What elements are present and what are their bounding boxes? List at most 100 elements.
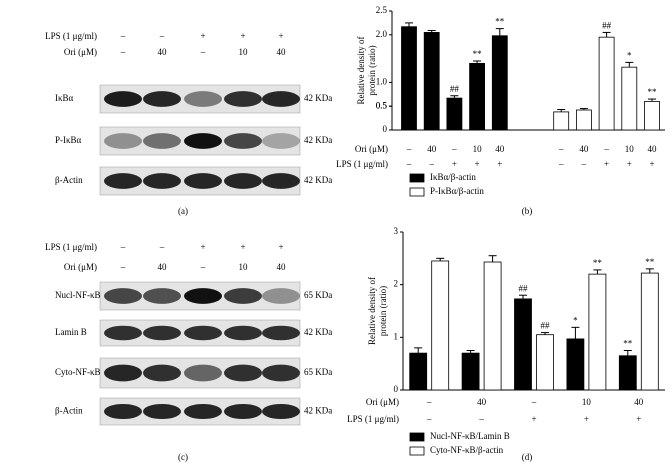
y-axis-label-line: Relative density of — [367, 277, 377, 345]
blot-size-label: 42 KDa — [304, 93, 332, 103]
legend-label: P-IκBα/β-actin — [430, 186, 484, 196]
blot-size-label: 42 KDa — [304, 327, 332, 337]
x-row-label: Ori (μM) — [355, 144, 388, 154]
bar — [640, 272, 659, 391]
blot-band — [262, 288, 300, 304]
x-row-label: Ori (μM) — [366, 397, 399, 407]
blot-band — [224, 133, 262, 149]
x-tick-label: – — [451, 144, 457, 154]
blot-band — [224, 325, 262, 341]
y-tick-label: 0.5 — [376, 100, 388, 110]
bar — [644, 101, 660, 131]
y-tick-label: 1 — [394, 331, 399, 341]
condition-label: LPS (1 μg/ml) — [45, 242, 97, 252]
blot-band — [184, 91, 222, 107]
legend-swatch — [409, 187, 425, 197]
condition-label: Ori (μM) — [64, 47, 97, 57]
bar — [423, 32, 440, 131]
x-tick-label: – — [558, 159, 564, 169]
bar — [514, 298, 532, 391]
x-tick-label: 10 — [582, 397, 592, 407]
x-tick-label: – — [428, 159, 434, 169]
bar — [621, 66, 638, 131]
blot-band — [104, 288, 142, 304]
blot-band — [104, 133, 142, 149]
blot-band — [143, 325, 181, 341]
x-tick-label: + — [649, 159, 654, 169]
bar — [566, 338, 585, 391]
lane-label: – — [159, 31, 165, 41]
y-axis-label: Relative density ofprotein (ratio) — [367, 277, 388, 345]
blot-row-label: Lamin B — [55, 327, 87, 337]
x-tick-label: 40 — [634, 397, 644, 407]
x-tick-label: – — [426, 397, 432, 407]
legend-swatch — [409, 432, 425, 442]
x-tick-label: – — [426, 414, 432, 424]
lane-label: 40 — [158, 47, 168, 57]
condition-label: Ori (μM) — [64, 262, 97, 272]
x-tick-label: 40 — [427, 144, 437, 154]
blot-band — [104, 403, 142, 420]
significance: ## — [541, 321, 551, 331]
blot-band — [184, 133, 222, 149]
lane-label: – — [159, 242, 165, 252]
x-tick-label: 10 — [473, 144, 483, 154]
x-tick-label: – — [478, 414, 484, 424]
blot-band — [184, 288, 222, 304]
x-tick-label: 40 — [477, 397, 487, 407]
x-tick-label: – — [581, 159, 587, 169]
bar — [409, 352, 428, 391]
x-tick-label: + — [452, 159, 457, 169]
lane-label: – — [120, 242, 126, 252]
blot-band — [104, 364, 142, 382]
x-tick-label: – — [603, 144, 609, 154]
blot-row-label: β-Actin — [55, 406, 83, 416]
bar — [401, 26, 417, 131]
blot-row-label: IκBα — [55, 93, 74, 103]
blot-band — [262, 325, 300, 341]
legend-label: Nucl-NF-κB/Lamin B — [430, 431, 510, 441]
lane-label: + — [200, 31, 205, 41]
lane-label: 10 — [239, 262, 249, 272]
y-axis-label-line: protein (ratio) — [367, 45, 377, 95]
blot-band — [143, 288, 181, 304]
y-tick-label: 0 — [394, 384, 399, 394]
bar — [553, 111, 570, 131]
condition-label: LPS (1 μg/ml) — [45, 31, 97, 41]
y-tick-label: 0.5 — [376, 100, 388, 110]
panel-label: (d) — [522, 452, 533, 462]
x-tick-label: – — [406, 159, 412, 169]
blot-band — [143, 173, 181, 189]
blot-band — [262, 403, 300, 420]
lane-label: – — [120, 47, 126, 57]
x-tick-label: – — [531, 397, 537, 407]
lane-label: – — [200, 262, 206, 272]
x-tick-label: 40 — [648, 144, 658, 154]
y-tick-label: 3 — [394, 226, 399, 236]
blot-band — [224, 91, 262, 107]
x-tick-label: + — [584, 414, 589, 424]
y-tick-label: 2.0 — [376, 29, 388, 39]
bar — [461, 352, 480, 391]
significance: ** — [648, 87, 658, 97]
blot-size-label: 42 KDa — [304, 175, 332, 185]
legend-label: Cyto-NF-κB/β-actin — [430, 445, 504, 455]
y-tick-label: 2 — [394, 279, 399, 289]
significance: ** — [473, 49, 483, 59]
legend-label: IκBα/β-actin — [430, 172, 476, 182]
significance: ** — [645, 257, 655, 267]
x-row-label: LPS (1 μg/ml) — [336, 159, 388, 169]
blot-band — [262, 173, 300, 189]
bar — [598, 36, 615, 131]
bar — [536, 334, 554, 391]
bar — [431, 260, 450, 391]
significance: ** — [623, 339, 633, 349]
lane-label: 40 — [158, 262, 168, 272]
blot-band — [262, 91, 300, 107]
lane-label: + — [278, 242, 283, 252]
x-row-label: LPS (1 μg/ml) — [347, 414, 399, 424]
blot-band — [224, 288, 262, 304]
significance: * — [573, 315, 578, 325]
blot-band — [104, 173, 142, 189]
lane-label: + — [240, 242, 245, 252]
